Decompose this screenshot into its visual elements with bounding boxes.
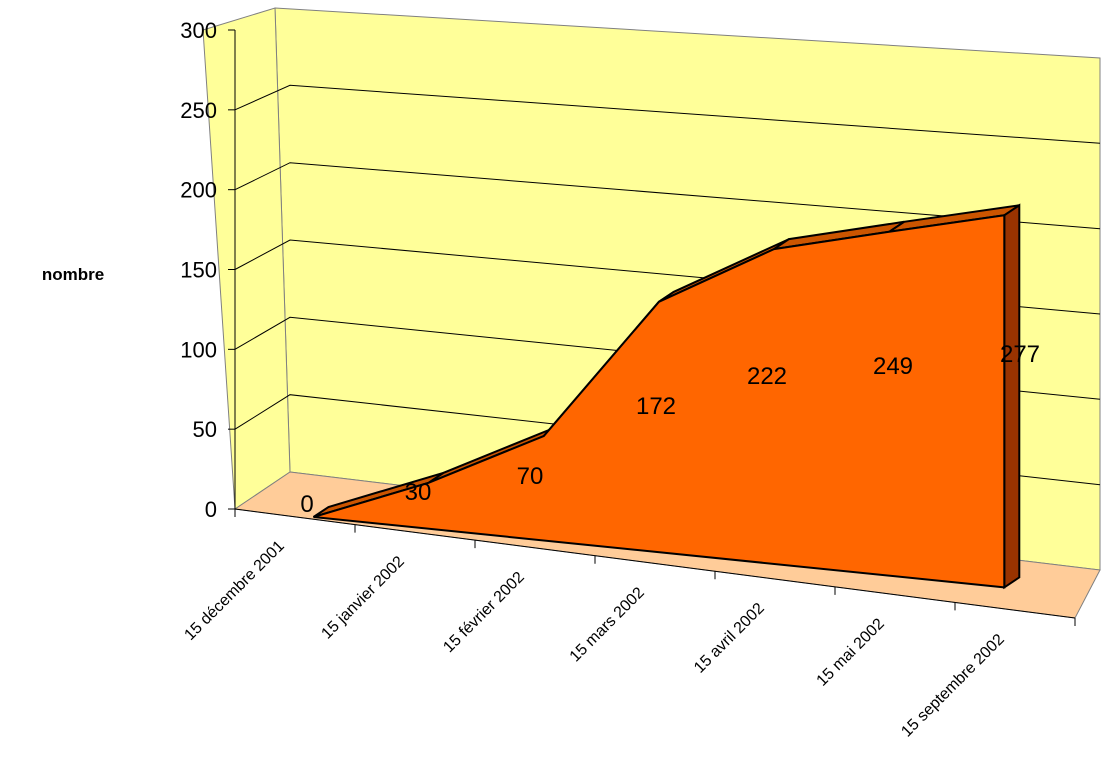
data-label: 0 [300, 491, 313, 518]
area-front [313, 214, 1006, 589]
y-tick-label: 200 [180, 178, 217, 203]
data-label: 70 [517, 463, 544, 490]
y-tick-label: 150 [180, 258, 217, 283]
x-tick-label: 15 mars 2002 [567, 584, 648, 665]
area-side [1003, 203, 1021, 590]
data-label: 222 [747, 363, 787, 390]
data-label: 30 [405, 479, 432, 506]
y-tick-label: 50 [193, 417, 217, 442]
y-tick-label: 250 [180, 98, 217, 123]
x-tick-label: 15 décembre 2001 [181, 538, 287, 644]
y-axis: 0 50 100 150 200 250 300 [180, 18, 236, 522]
data-label: 172 [636, 393, 676, 420]
x-tick-label: 15 février 2002 [440, 569, 528, 657]
y-tick-label: 100 [180, 337, 217, 362]
y-tick-label: 300 [180, 18, 217, 43]
x-tick-label: 15 janvier 2002 [318, 553, 407, 642]
y-axis-title: nombre [42, 265, 104, 284]
x-tick-label: 15 mai 2002 [814, 615, 888, 689]
y-tick-label: 0 [205, 497, 217, 522]
x-tick-label: 15 avril 2002 [691, 600, 768, 677]
x-tick-label: 15 septembre 2002 [898, 631, 1008, 741]
data-labels: 0 30 70 172 222 249 277 [300, 341, 1040, 518]
gridline [234, 162, 1101, 230]
data-label: 277 [1000, 341, 1040, 368]
gridline [234, 84, 1101, 144]
data-label: 249 [873, 353, 913, 380]
x-axis-line [234, 508, 1076, 619]
area-series [312, 203, 1021, 590]
